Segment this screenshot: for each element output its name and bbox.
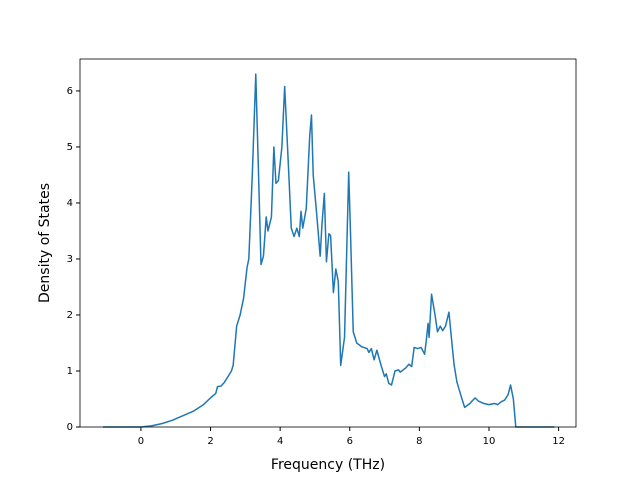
y-tick-label: 2 [67,310,73,321]
y-tick-label: 1 [67,366,73,377]
x-tick-label: 10 [483,436,496,447]
x-axis-label: Frequency (THz) [271,457,385,473]
x-tick-label: 4 [277,436,283,447]
y-tick-label: 3 [67,254,73,265]
y-tick-label: 5 [67,142,73,153]
x-tick-label: 12 [552,436,565,447]
axes-frame [79,58,577,428]
y-tick-label: 0 [67,422,73,433]
y-tick-label: 6 [67,86,73,97]
x-tick-label: 6 [347,436,353,447]
x-tick-label: 0 [138,436,144,447]
data-line [102,73,555,428]
x-tick-label: 2 [207,436,213,447]
x-tick-label: 8 [416,436,422,447]
y-axis-label: Density of States [37,183,53,303]
y-tick-label: 4 [67,198,73,209]
